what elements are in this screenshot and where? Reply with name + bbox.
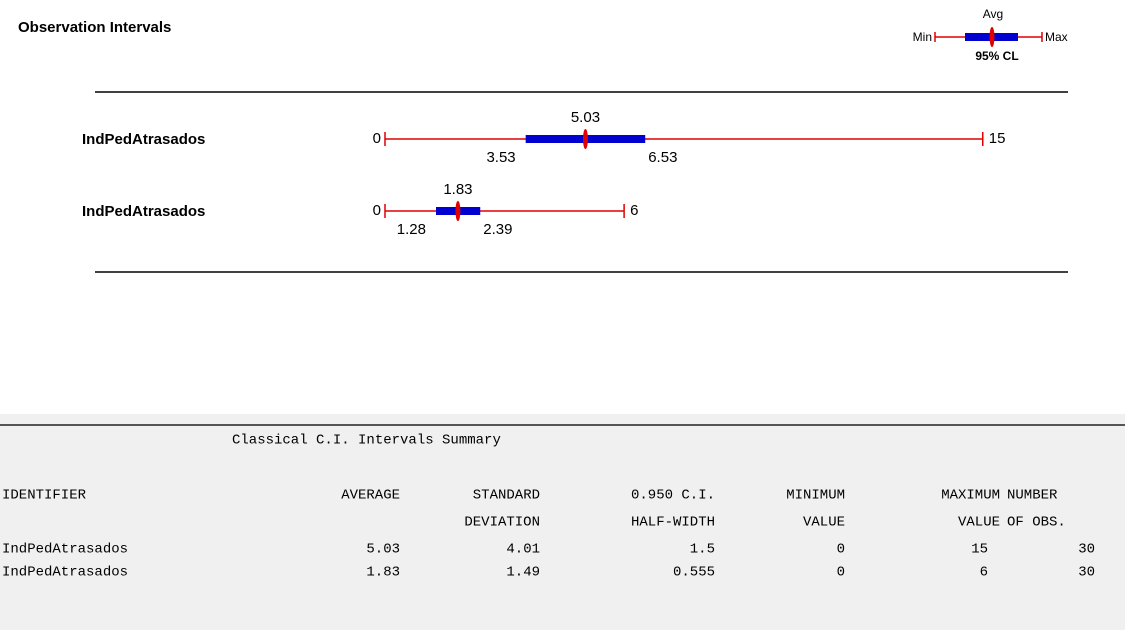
cell-value: 5.03 — [366, 542, 400, 558]
max-label: 6 — [630, 202, 638, 219]
column-header: DEVIATION — [464, 515, 540, 531]
column-header: STANDARD — [473, 488, 540, 504]
column-header: VALUE — [958, 515, 1000, 531]
ci-low-label: 1.28 — [397, 221, 426, 238]
row-identifier: IndPedAtrasados — [2, 542, 128, 558]
row-identifier: IndPedAtrasados — [2, 565, 128, 581]
column-header: HALF-WIDTH — [631, 515, 715, 531]
cell-value: 0 — [837, 542, 845, 558]
legend-glyph — [934, 27, 1043, 47]
avg-marker — [455, 201, 461, 221]
cell-value: 30 — [1078, 565, 1095, 581]
cell-value: 4.01 — [506, 542, 540, 558]
ci-high-label: 2.39 — [483, 221, 512, 238]
chart-title: Observation Intervals — [18, 19, 171, 36]
table-title: Classical C.I. Intervals Summary — [232, 433, 501, 449]
column-header: IDENTIFIER — [2, 488, 87, 504]
avg-marker — [582, 129, 588, 149]
legend-max: Max — [1045, 30, 1068, 44]
legend-cl: 95% CL — [975, 49, 1018, 63]
cell-value: 1.83 — [366, 565, 400, 581]
column-header: MINIMUM — [786, 488, 845, 504]
min-label: 0 — [373, 202, 381, 219]
row-label: IndPedAtrasados — [82, 203, 205, 220]
ci-high-label: 6.53 — [648, 149, 677, 166]
avg-label: 5.03 — [571, 109, 600, 126]
cell-value: 30 — [1078, 542, 1095, 558]
max-label: 15 — [989, 130, 1006, 147]
column-header: AVERAGE — [341, 488, 400, 504]
cell-value: 1.49 — [506, 565, 540, 581]
legend-min: Min — [913, 30, 932, 44]
cell-value: 1.5 — [690, 542, 715, 558]
cell-value: 15 — [971, 542, 988, 558]
column-header: 0.950 C.I. — [631, 488, 715, 504]
column-header: OF OBS. — [1007, 515, 1066, 531]
summary-panel — [0, 414, 1125, 630]
cell-value: 0.555 — [673, 565, 715, 581]
row-label: IndPedAtrasados — [82, 131, 205, 148]
ci-low-label: 3.53 — [486, 149, 515, 166]
column-header: VALUE — [803, 515, 845, 531]
legend-avg: Avg — [983, 7, 1003, 21]
cell-value: 0 — [837, 565, 845, 581]
cell-value: 6 — [980, 565, 988, 581]
column-header: NUMBER — [1007, 488, 1058, 504]
avg-label: 1.83 — [443, 181, 472, 198]
column-header: MAXIMUM — [941, 488, 1000, 504]
min-label: 0 — [373, 130, 381, 147]
